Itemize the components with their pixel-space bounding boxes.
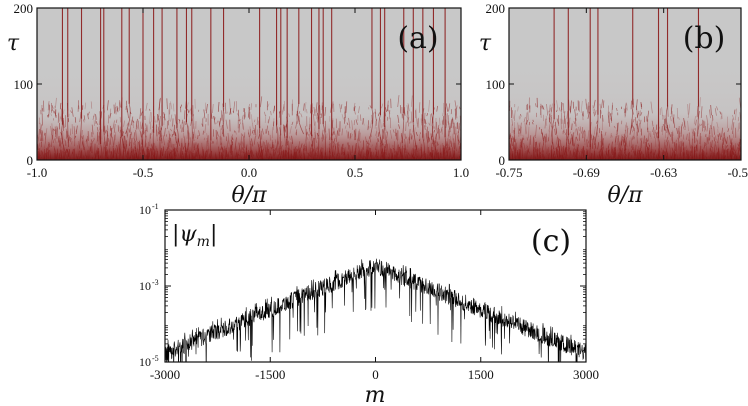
- panel-c-ytick-exp-0: -1: [152, 202, 159, 211]
- panel-c-xtick-label-0: -3000: [150, 367, 180, 382]
- panel-a-ytick-label-2: 200: [14, 1, 34, 16]
- panel-b-ytick-label-0: 0: [499, 153, 506, 168]
- panel-b-xtick-label-2: -0.63: [650, 165, 677, 180]
- panel-c-ytick-label-0: 10: [139, 203, 151, 217]
- panel-b-trace-tail-0: [551, 119, 555, 150]
- panel-c-xtick-label-3: 1500: [468, 367, 494, 382]
- panel-a-xtick-label-1: -0.5: [133, 165, 154, 180]
- panel-b-xtick-label-0: -0.75: [495, 165, 522, 180]
- panel-c-ytick-label-1: 10: [139, 279, 151, 293]
- panel-c-label: (c): [531, 224, 571, 259]
- panel-a-trace-tail-20: [311, 136, 313, 160]
- panel-a-ylabel: τ: [7, 31, 20, 56]
- panel-a-trace-tail-22: [322, 124, 326, 155]
- panel-a-trace-tail-14: [222, 107, 225, 138]
- panel-a-xtick-label-2: 0.0: [241, 165, 257, 180]
- panel-a-trace-tail-2: [79, 118, 82, 149]
- panel-c-xtick-label-1: -1500: [255, 367, 285, 382]
- panel-a-trace-tail-27: [401, 113, 405, 144]
- panel-c-series-line: [165, 258, 586, 362]
- panel-c-ylabel-close: |: [210, 222, 217, 247]
- panel-a-trace-tail-7: [141, 129, 147, 160]
- panel-b-traces: [551, 8, 700, 160]
- panel-b-trace-tail-6: [665, 106, 671, 137]
- panel-a-trace-tail-28: [412, 122, 418, 153]
- panel-c-ylabel-sub: m: [197, 234, 210, 250]
- panel-a-trace-tail-13: [210, 140, 213, 160]
- panel-a-ytick-label-0: 0: [27, 153, 34, 168]
- panel-a-trace-tail-0: [61, 124, 67, 155]
- panel-a-noise-fade: [37, 60, 461, 160]
- panel-a-trace-tail-6: [125, 103, 131, 134]
- panel-c-background: [165, 210, 586, 362]
- panel-b-ytick-label-2: 200: [486, 1, 506, 16]
- panel-a-trace-tail-24: [369, 108, 374, 139]
- panel-a-trace-tail-17: [279, 124, 282, 155]
- panel-a-trace-tail-19: [297, 103, 305, 135]
- panel-a-xtick-label-4: 1.0: [453, 165, 469, 180]
- panel-a-trace-tail-26: [381, 126, 386, 158]
- panel-a-trace-tail-30: [432, 114, 435, 145]
- panel-b-xtick-label-3: -0.57: [727, 165, 748, 180]
- panel-a-traces: [61, 8, 446, 160]
- panel-a-xtick-label-3: 0.5: [347, 165, 363, 180]
- panel-c-xtick-label-4: 3000: [573, 367, 599, 382]
- panel-b-ylabel: τ: [479, 31, 492, 56]
- panel-a-trace-tail-4: [103, 131, 108, 160]
- panel-a-label: (a): [397, 21, 438, 56]
- panel-b-ytick-label-1: 100: [486, 77, 506, 92]
- panel-b-trace-tail-5: [657, 138, 660, 160]
- panel-a-xtick-label-0: -1.0: [27, 165, 48, 180]
- panel-c-ylabel: |ψm|: [172, 222, 217, 250]
- panel-a-trace-tail-3: [100, 143, 103, 160]
- panel-b-trace-tail-1: [565, 134, 569, 160]
- panel-a-trace-tail-10: [173, 127, 179, 159]
- panel-a-trace-tail-21: [317, 129, 320, 160]
- panel-c-xlabel: m: [365, 383, 386, 406]
- panel-b-trace-tail-4: [629, 104, 634, 135]
- panel-b-noise-fade: [509, 55, 741, 160]
- panel-a-trace-tail-1: [67, 116, 70, 147]
- panel-b-label: (b): [683, 21, 726, 56]
- panel-c-xtick-label-2: 0: [372, 367, 379, 382]
- panel-a-ytick-label-1: 100: [14, 77, 34, 92]
- panel-a-trace-tail-15: [259, 128, 263, 159]
- panel-c-ytick-exp-2: -5: [152, 354, 159, 363]
- panel-a-xlabel: θ/π: [231, 183, 267, 208]
- panel-a-trace-tail-5: [121, 136, 124, 160]
- panel-a: -1.0 -0.5 0.0 0.5 1.0 0 100 200 (a) θ/π τ: [7, 1, 469, 208]
- panel-a-ticks: -1.0 -0.5 0.0 0.5 1.0 0 100 200: [14, 1, 470, 180]
- panel-b-xlabel: θ/π: [607, 183, 643, 208]
- panel-a-trace-tail-12: [191, 121, 193, 152]
- panel-c-ytick-exp-1: -3: [152, 278, 159, 287]
- panel-a-trace-tail-18: [284, 137, 288, 160]
- panel-c-ytick-label-2: 10: [139, 355, 151, 369]
- panel-a-trace-tail-16: [274, 125, 279, 156]
- panel-a-trace-tail-11: [186, 121, 189, 153]
- panel-b-trace-tail-7: [696, 106, 699, 137]
- panel-b: -0.75 -0.69 -0.63 -0.57 0 100 200 (b) θ/π τ: [479, 1, 748, 208]
- panel-a-trace-tail-31: [442, 137, 446, 160]
- panel-b-trace-tail-3: [594, 114, 599, 145]
- panel-b-trace-tail-2: [589, 147, 591, 160]
- panel-a-trace-tail-29: [422, 137, 425, 160]
- panel-b-ticks: -0.75 -0.69 -0.63 -0.57 0 100 200: [486, 1, 748, 180]
- panel-c-ylabel-main: |ψ: [172, 222, 197, 247]
- panel-b-xtick-label-1: -0.69: [573, 165, 600, 180]
- panel-a-trace-tail-9: [159, 125, 163, 156]
- panel-a-trace-tail-23: [331, 140, 334, 160]
